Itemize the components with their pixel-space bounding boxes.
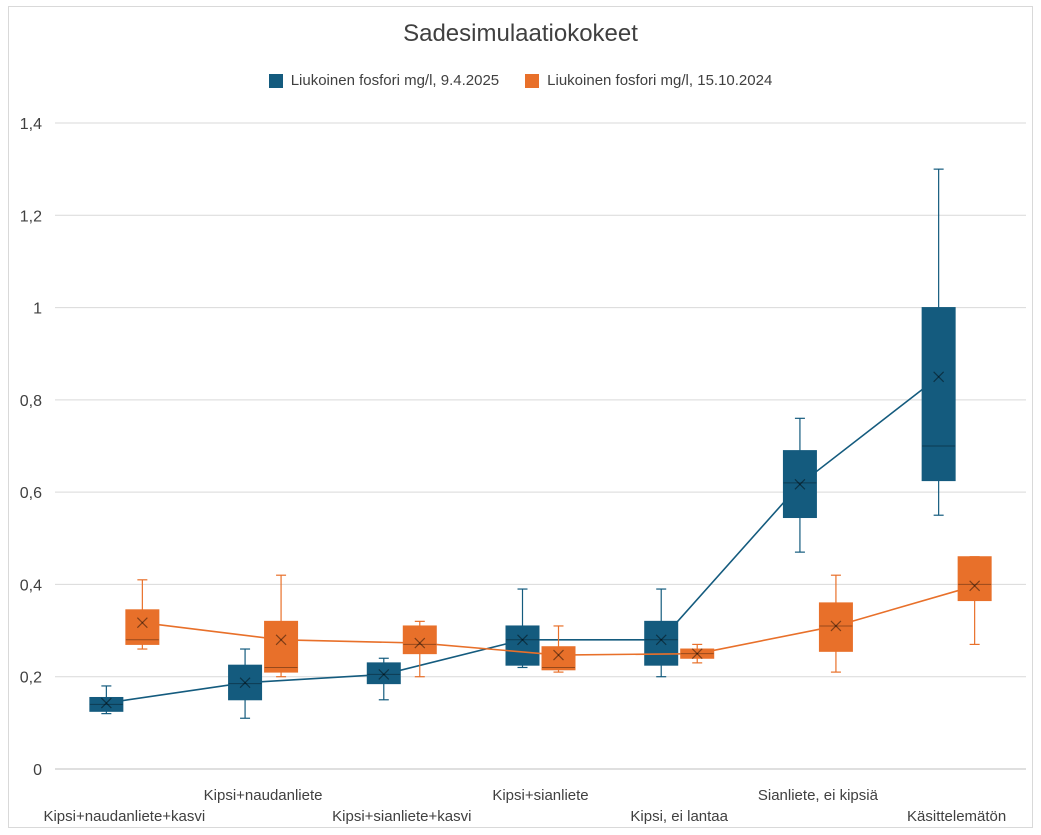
mean-marker — [830, 620, 842, 632]
x-category-label: Sianliete, ei kipsiä — [758, 787, 879, 804]
y-tick-label: 0,8 — [20, 393, 42, 410]
y-tick-label: 0,4 — [20, 577, 42, 594]
box — [818, 602, 853, 652]
box — [644, 620, 679, 666]
mean-marker — [378, 668, 390, 680]
mean-marker — [655, 634, 667, 646]
mean-marker — [933, 371, 945, 383]
mean-marker — [969, 580, 981, 592]
mean-marker — [239, 677, 251, 689]
box — [366, 662, 401, 685]
box — [541, 646, 576, 671]
y-tick-label: 1,4 — [20, 116, 42, 133]
box — [89, 696, 124, 712]
box — [264, 620, 299, 673]
box — [957, 556, 992, 602]
x-category-label: Kipsi+sianliete — [492, 787, 588, 804]
box — [228, 664, 263, 701]
y-tick-label: 0,2 — [20, 670, 42, 687]
mean-marker — [691, 648, 703, 660]
legend-item-series-1: Liukoinen fosfori mg/l, 9.4.2025 — [268, 72, 500, 89]
box — [402, 625, 437, 655]
box — [921, 307, 956, 482]
x-category-label: Kipsi, ei lantaa — [630, 808, 728, 825]
mean-marker — [239, 677, 251, 689]
mean-marker — [100, 697, 112, 709]
mean-marker — [794, 478, 806, 490]
x-category-label: Kipsi+naudanliete+kasvi — [43, 808, 205, 825]
mean-marker — [655, 634, 667, 646]
mean-marker — [275, 634, 287, 646]
y-tick-label: 1 — [33, 301, 42, 318]
legend-label-series-2: Liukoinen fosfori mg/l, 15.10.2024 — [547, 72, 773, 89]
chart-title: Sadesimulaatiokokeet — [403, 20, 638, 47]
y-tick-label: 0,6 — [20, 485, 42, 502]
mean-marker — [553, 649, 564, 661]
mean-marker — [275, 634, 287, 646]
mean-marker — [933, 371, 945, 383]
mean-marker — [517, 634, 528, 646]
mean-marker — [794, 478, 806, 490]
y-tick-label: 1,2 — [20, 208, 42, 225]
mean-marker — [100, 697, 112, 709]
box — [125, 609, 160, 645]
x-category-label: Käsittelemätön — [907, 808, 1006, 825]
chart-frame — [8, 6, 1033, 828]
mean-marker — [830, 620, 842, 632]
mean-marker — [691, 648, 703, 660]
box — [782, 450, 817, 519]
mean-marker — [136, 617, 148, 629]
mean-marker — [414, 637, 426, 649]
mean-marker — [414, 637, 426, 649]
legend-swatch-series-1 — [268, 73, 283, 88]
mean-marker — [969, 580, 981, 592]
mean-marker — [378, 668, 390, 680]
legend-label-series-1: Liukoinen fosfori mg/l, 9.4.2025 — [290, 72, 500, 89]
y-tick-label: 0 — [33, 762, 42, 779]
mean-marker — [136, 617, 148, 629]
box — [680, 648, 715, 659]
x-category-label: Kipsi+sianliete+kasvi — [332, 808, 471, 825]
legend: Liukoinen fosfori mg/l, 9.4.2025 Liukoin… — [0, 72, 1041, 89]
mean-marker — [517, 634, 528, 646]
x-category-label: Kipsi+naudanliete — [204, 787, 323, 804]
legend-item-series-2: Liukoinen fosfori mg/l, 15.10.2024 — [525, 72, 772, 89]
legend-swatch-series-2 — [525, 73, 540, 88]
mean-marker — [553, 649, 564, 661]
box — [505, 625, 540, 666]
